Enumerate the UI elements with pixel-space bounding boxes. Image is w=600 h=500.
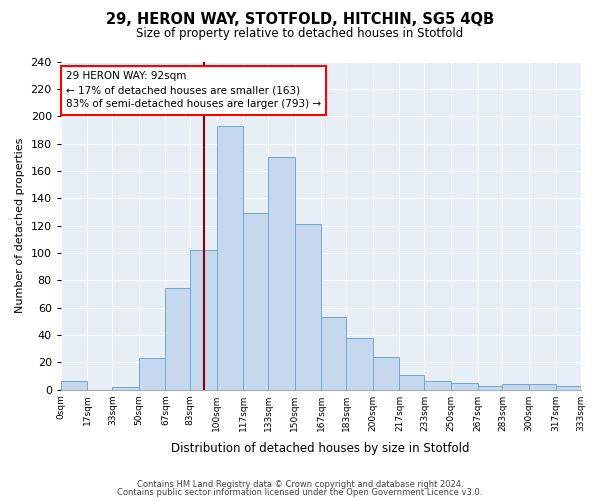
Bar (451, 383, 478, 390)
Text: Contains HM Land Registry data © Crown copyright and database right 2024.: Contains HM Land Registry data © Crown c… (137, 480, 463, 489)
Y-axis label: Number of detached properties: Number of detached properties (15, 138, 25, 314)
X-axis label: Distribution of detached houses by size in Stotfold: Distribution of detached houses by size … (172, 442, 470, 455)
Bar (295, 224, 322, 390)
Bar (346, 338, 373, 390)
Bar (400, 374, 424, 390)
Bar (166, 288, 190, 390)
Bar (502, 384, 529, 390)
Bar (61, 382, 88, 390)
Text: Size of property relative to detached houses in Stotfold: Size of property relative to detached ho… (136, 28, 464, 40)
Bar (112, 387, 139, 390)
Bar (322, 317, 346, 390)
Bar (244, 214, 268, 390)
Bar (529, 384, 556, 390)
Bar (139, 358, 166, 390)
Bar (556, 386, 581, 390)
Bar (268, 157, 295, 390)
Text: Contains public sector information licensed under the Open Government Licence v3: Contains public sector information licen… (118, 488, 482, 497)
Bar (217, 126, 244, 390)
Bar (373, 357, 400, 390)
Text: 29, HERON WAY, STOTFOLD, HITCHIN, SG5 4QB: 29, HERON WAY, STOTFOLD, HITCHIN, SG5 4Q… (106, 12, 494, 28)
Bar (190, 250, 217, 390)
Bar (424, 382, 451, 390)
Text: 29 HERON WAY: 92sqm
← 17% of detached houses are smaller (163)
83% of semi-detac: 29 HERON WAY: 92sqm ← 17% of detached ho… (66, 72, 321, 110)
Bar (478, 386, 502, 390)
